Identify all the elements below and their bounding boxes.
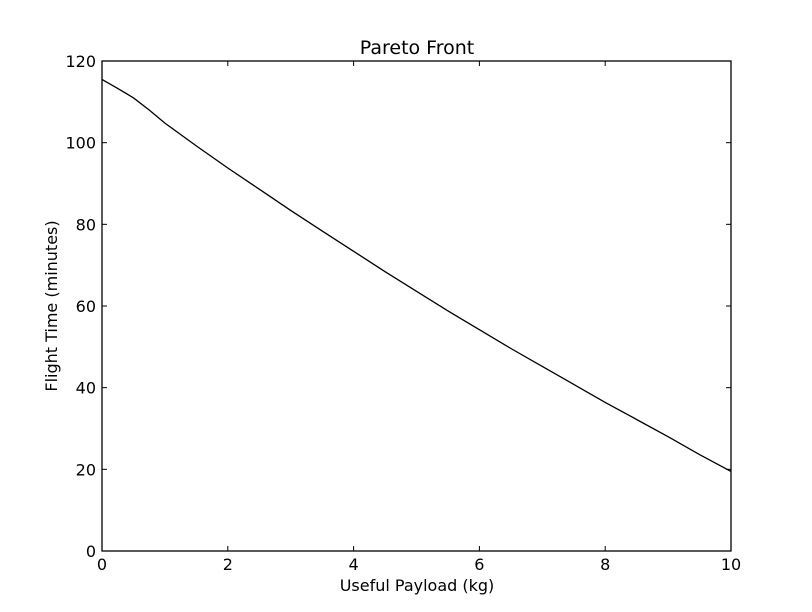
x-tick-label: 8: [600, 555, 610, 574]
y-tick-label: 120: [65, 52, 96, 71]
x-axis-ticks: 0 2 4 6 8 10: [97, 61, 741, 574]
x-tick-label: 4: [349, 555, 359, 574]
x-tick-label: 10: [721, 555, 741, 574]
x-tick-label: 2: [223, 555, 233, 574]
y-tick-label: 20: [76, 460, 96, 479]
chart-title: Pareto Front: [360, 37, 475, 59]
x-tick-label: 0: [97, 555, 107, 574]
pareto-front-line: [101, 78, 732, 472]
y-tick-label: 100: [65, 134, 96, 153]
y-tick-label: 80: [76, 215, 96, 234]
x-tick-label: 6: [474, 555, 484, 574]
y-tick-label: 40: [76, 379, 96, 398]
y-axis-label: Flight Time (minutes): [42, 220, 61, 391]
y-axis-ticks: 0 20 40 60 80 100 120: [65, 52, 731, 561]
x-axis-label: Useful Payload (kg): [340, 576, 495, 595]
y-tick-label: 0: [86, 542, 96, 561]
plot-frame: [101, 60, 732, 552]
y-tick-label: 60: [76, 297, 96, 316]
